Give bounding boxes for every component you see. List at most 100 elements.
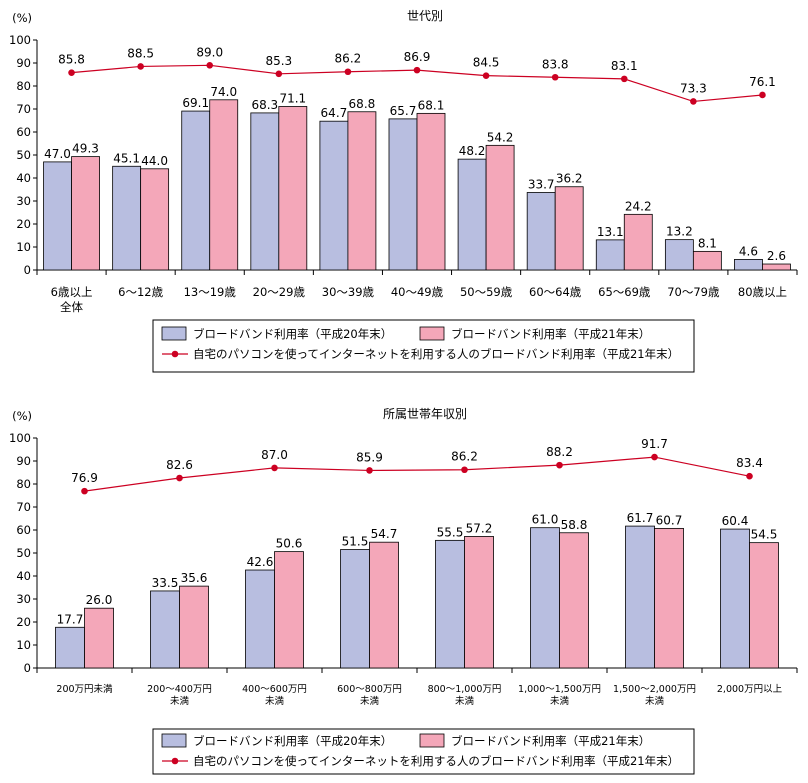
category-label: 20～29歳: [253, 285, 306, 299]
bar-value-label: 54.7: [371, 527, 398, 541]
bar-h20: [526, 192, 556, 271]
legend-label-line: 自宅のパソコンを使ってインターネットを利用する人のブロードバンド利用率（平成21…: [193, 754, 679, 768]
bar-value-label: 60.7: [656, 513, 683, 527]
legend-label-h21: ブロードバンド利用率（平成21年末）: [451, 734, 650, 748]
legend-swatch-h21: [419, 733, 445, 748]
legend: ブロードバンド利用率（平成20年末） ブロードバンド利用率（平成21年末） 自宅のパ…: [152, 319, 695, 373]
bar-value-label: 17.7: [57, 612, 84, 626]
bar-value-label: 49.3: [72, 142, 99, 156]
bar-value-label: 68.1: [418, 98, 445, 112]
category-label: 未満: [360, 695, 380, 707]
legend-line-marker: [171, 757, 179, 765]
line-point: [137, 63, 144, 70]
line-value-label: 85.8: [58, 53, 85, 67]
legend-line-marker: [171, 350, 179, 358]
category-label: 200万円未満: [56, 683, 113, 695]
bar-value-label: 65.7: [390, 104, 417, 118]
y-tick-label: 90: [16, 454, 31, 468]
y-tick-label: 100: [9, 33, 31, 47]
bar-h20: [245, 569, 275, 669]
y-tick-label: 40: [16, 569, 31, 583]
category-label: 70～79歳: [667, 285, 720, 299]
y-tick-label: 50: [16, 546, 31, 560]
bar-value-label: 26.0: [86, 593, 113, 607]
y-tick-label: 100: [9, 431, 31, 445]
bar-h20: [664, 239, 694, 271]
bar-value-label: 61.7: [627, 511, 654, 525]
line-value-label: 89.0: [196, 45, 223, 59]
line-value-label: 85.9: [356, 450, 383, 464]
bar-value-label: 47.0: [44, 147, 71, 161]
y-tick-label: 90: [16, 56, 31, 70]
line-point: [690, 98, 697, 105]
line-value-label: 87.0: [261, 448, 288, 462]
line-value-label: 85.3: [265, 54, 292, 68]
bar-value-label: 71.1: [279, 91, 306, 105]
category-label: 6歳以上: [51, 285, 93, 299]
y-tick-label: 30: [16, 194, 31, 208]
legend-label-h20: ブロードバンド利用率（平成20年末）: [193, 327, 392, 341]
line-point: [461, 466, 468, 474]
bar-h20: [457, 158, 487, 271]
category-label: 1,000～1,500万円: [518, 684, 601, 695]
y-axis-unit: (%): [12, 409, 32, 423]
line-point: [206, 62, 214, 69]
y-tick-label: 0: [24, 263, 31, 277]
bar-h20: [625, 525, 655, 669]
category-label: 全体: [60, 300, 83, 314]
y-axis-unit: (%): [12, 11, 32, 25]
bar-h21: [71, 156, 100, 271]
bar-h21: [84, 607, 114, 669]
y-tick-label: 20: [16, 217, 31, 231]
line-point: [344, 68, 352, 76]
legend-label-h21: ブロードバンド利用率（平成21年末）: [451, 327, 650, 341]
bar-value-label: 64.7: [321, 106, 348, 120]
bar-value-label: 36.2: [556, 172, 583, 186]
bar-h20: [150, 590, 180, 669]
category-label: 未満: [455, 695, 475, 707]
y-tick-label: 30: [16, 592, 31, 606]
line-value-label: 86.2: [451, 450, 478, 464]
bar-value-label: 24.2: [625, 199, 652, 213]
line-value-label: 83.8: [542, 57, 569, 71]
category-label: 30～39歳: [322, 285, 375, 299]
category-label: 50～59歳: [460, 285, 513, 299]
bar-value-label: 57.2: [466, 521, 493, 535]
line-point: [176, 474, 183, 482]
bar-value-label: 54.2: [487, 130, 514, 144]
legend-swatch-h20: [161, 326, 187, 341]
bar-h21: [416, 112, 446, 271]
category-label: 80歳以上: [738, 285, 787, 299]
bar-value-label: 33.5: [152, 576, 179, 590]
line-point: [68, 69, 75, 76]
bar-h21: [749, 542, 779, 669]
line-value-label: 88.5: [127, 46, 154, 60]
line-value-label: 76.1: [749, 75, 776, 89]
bar-h20: [388, 118, 418, 271]
line-point: [759, 91, 766, 99]
y-tick-label: 80: [16, 79, 31, 93]
bar-value-label: 42.6: [247, 555, 274, 569]
line-value-label: 91.7: [641, 437, 668, 451]
y-tick-label: 60: [16, 523, 31, 537]
line-point: [366, 467, 373, 474]
bar-h21: [347, 111, 377, 271]
bar-value-label: 44.0: [141, 154, 168, 168]
bar-h20: [43, 161, 72, 271]
bar-value-label: 68.8: [349, 97, 376, 111]
line-value-label: 73.3: [680, 81, 707, 95]
y-tick-label: 50: [16, 148, 31, 162]
bar-h21: [654, 527, 684, 669]
bar-value-label: 54.5: [751, 528, 778, 542]
chart-1: 所属世帯年収別 (%) 0 10 20 30 40 50 60 70 80 90 100 200万円未満 2…: [9, 407, 798, 775]
bar-value-label: 8.1: [698, 236, 717, 250]
category-label: 未満: [265, 695, 285, 707]
bar-value-label: 35.6: [181, 571, 208, 585]
bar-h21: [762, 263, 791, 271]
bar-h20: [250, 112, 280, 271]
y-tick-label: 80: [16, 477, 31, 491]
bar-h20: [112, 165, 142, 271]
bar-h21: [464, 536, 494, 669]
line-value-label: 83.1: [611, 59, 638, 73]
line-point: [81, 487, 88, 495]
